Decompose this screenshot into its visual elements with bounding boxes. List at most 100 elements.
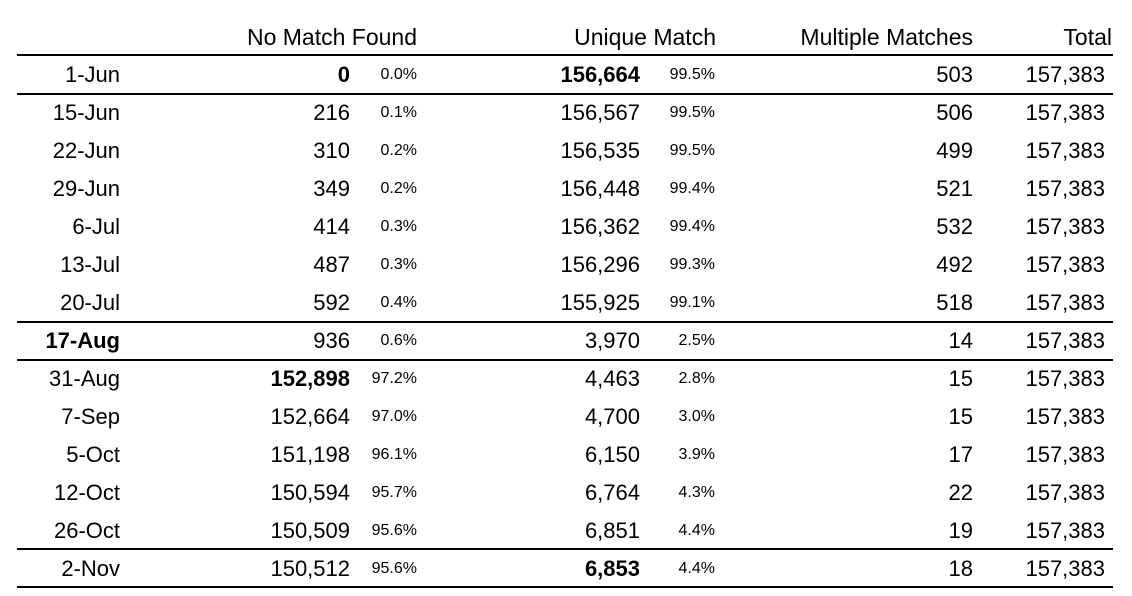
cell-total: 157,383	[1025, 176, 1105, 201]
cell-no-match: 0	[337, 62, 350, 87]
cell-no-match: 592	[313, 290, 350, 315]
cell-no-match: 216	[313, 100, 350, 125]
cell-no-match: 151,198	[270, 442, 350, 467]
table-row: 29-Jun 349 0.2% 156,448 99.4% 521 157,383	[0, 170, 1132, 208]
cell-no-match: 150,509	[270, 518, 350, 543]
cell-multiple: 499	[936, 138, 973, 163]
cell-no-match-pct: 95.7%	[371, 484, 417, 501]
cell-total: 157,383	[1025, 556, 1105, 581]
cell-unique-pct: 99.1%	[669, 294, 715, 311]
cell-unique: 4,700	[584, 404, 640, 429]
cell-total: 157,383	[1025, 290, 1105, 315]
cell-unique: 156,535	[560, 138, 640, 163]
table-rule	[17, 54, 1113, 56]
cell-date: 5-Oct	[66, 442, 120, 467]
header-no-match: No Match Found	[246, 24, 417, 50]
table-row: 13-Jul 487 0.3% 156,296 99.3% 492 157,383	[0, 246, 1132, 284]
cell-unique-pct: 99.5%	[669, 66, 715, 83]
cell-no-match: 150,594	[270, 480, 350, 505]
cell-no-match: 152,898	[270, 366, 350, 391]
cell-unique-pct: 3.9%	[678, 446, 715, 463]
cell-total: 157,383	[1025, 100, 1105, 125]
cell-total: 157,383	[1025, 62, 1105, 87]
table-row: 6-Jul 414 0.3% 156,362 99.4% 532 157,383	[0, 208, 1132, 246]
cell-unique: 155,925	[560, 290, 640, 315]
cell-unique-pct: 99.4%	[669, 180, 715, 197]
cell-unique: 6,853	[584, 556, 640, 581]
cell-multiple: 15	[948, 366, 973, 391]
cell-date: 22-Jun	[52, 138, 120, 163]
header-multiple-matches: Multiple Matches	[800, 24, 973, 50]
cell-date: 1-Jun	[64, 62, 120, 87]
cell-no-match: 349	[313, 176, 350, 201]
cell-date: 15-Jun	[52, 100, 120, 125]
cell-unique-pct: 4.4%	[678, 522, 715, 539]
cell-multiple: 18	[948, 556, 973, 581]
cell-no-match-pct: 0.4%	[380, 294, 417, 311]
cell-date: 2-Nov	[61, 556, 120, 581]
cell-no-match-pct: 96.1%	[371, 446, 417, 463]
table-rule	[17, 321, 1113, 323]
cell-unique-pct: 2.8%	[678, 370, 715, 387]
cell-unique: 4,463	[584, 366, 640, 391]
table-row: 31-Aug 152,898 97.2% 4,463 2.8% 15 157,383	[0, 360, 1132, 398]
cell-no-match-pct: 0.0%	[380, 66, 417, 83]
table-row: 15-Jun 216 0.1% 156,567 99.5% 506 157,383	[0, 94, 1132, 132]
cell-multiple: 22	[948, 480, 973, 505]
cell-unique-pct: 99.4%	[669, 218, 715, 235]
cell-no-match: 310	[313, 138, 350, 163]
cell-unique-pct: 2.5%	[678, 332, 715, 349]
cell-unique-pct: 4.4%	[678, 560, 715, 577]
cell-no-match-pct: 0.2%	[380, 180, 417, 197]
cell-total: 157,383	[1025, 328, 1105, 353]
cell-multiple: 15	[948, 404, 973, 429]
table-row: 5-Oct 151,198 96.1% 6,150 3.9% 17 157,383	[0, 436, 1132, 474]
cell-total: 157,383	[1025, 252, 1105, 277]
cell-no-match: 152,664	[270, 404, 350, 429]
cell-unique: 156,664	[560, 62, 640, 87]
cell-date: 31-Aug	[49, 366, 120, 391]
cell-multiple: 518	[936, 290, 973, 315]
table-row: 7-Sep 152,664 97.0% 4,700 3.0% 15 157,383	[0, 398, 1132, 436]
cell-multiple: 521	[936, 176, 973, 201]
cell-no-match: 487	[313, 252, 350, 277]
table-rule	[17, 548, 1113, 550]
cell-multiple: 14	[948, 328, 973, 353]
cell-no-match-pct: 0.2%	[380, 142, 417, 159]
cell-date: 6-Jul	[72, 214, 120, 239]
cell-no-match: 936	[313, 328, 350, 353]
cell-total: 157,383	[1025, 518, 1105, 543]
cell-total: 157,383	[1025, 214, 1105, 239]
cell-unique-pct: 4.3%	[678, 484, 715, 501]
cell-unique: 156,362	[560, 214, 640, 239]
cell-unique-pct: 99.3%	[669, 256, 715, 273]
table-row: 1-Jun 0 0.0% 156,664 99.5% 503 157,383	[0, 56, 1132, 94]
table-row: 20-Jul 592 0.4% 155,925 99.1% 518 157,383	[0, 284, 1132, 322]
cell-date: 17-Aug	[45, 328, 120, 353]
cell-date: 29-Jun	[52, 176, 120, 201]
cell-unique: 6,764	[584, 480, 640, 505]
table-header: No Match Found Unique Match Multiple Mat…	[0, 18, 1132, 56]
header-unique-match: Unique Match	[574, 24, 716, 50]
cell-unique: 3,970	[584, 328, 640, 353]
cell-unique: 156,448	[560, 176, 640, 201]
table-row: 17-Aug 936 0.6% 3,970 2.5% 14 157,383	[0, 322, 1132, 360]
cell-date: 26-Oct	[53, 518, 120, 543]
table-row: 12-Oct 150,594 95.7% 6,764 4.3% 22 157,383	[0, 474, 1132, 512]
cell-total: 157,383	[1025, 442, 1105, 467]
cell-no-match-pct: 0.1%	[380, 104, 417, 121]
table-row: 26-Oct 150,509 95.6% 6,851 4.4% 19 157,383	[0, 512, 1132, 550]
table-rule	[17, 93, 1113, 95]
cell-no-match-pct: 0.6%	[380, 332, 417, 349]
cell-total: 157,383	[1025, 480, 1105, 505]
cell-no-match-pct: 95.6%	[371, 560, 417, 577]
cell-total: 157,383	[1025, 138, 1105, 163]
cell-no-match-pct: 97.2%	[371, 370, 417, 387]
cell-unique-pct: 3.0%	[678, 408, 715, 425]
cell-total: 157,383	[1025, 404, 1105, 429]
cell-date: 13-Jul	[60, 252, 120, 277]
table-row: 2-Nov 150,512 95.6% 6,853 4.4% 18 157,383	[0, 550, 1132, 588]
header-total: Total	[1063, 24, 1112, 50]
cell-date: 7-Sep	[61, 404, 120, 429]
cell-no-match-pct: 95.6%	[371, 522, 417, 539]
